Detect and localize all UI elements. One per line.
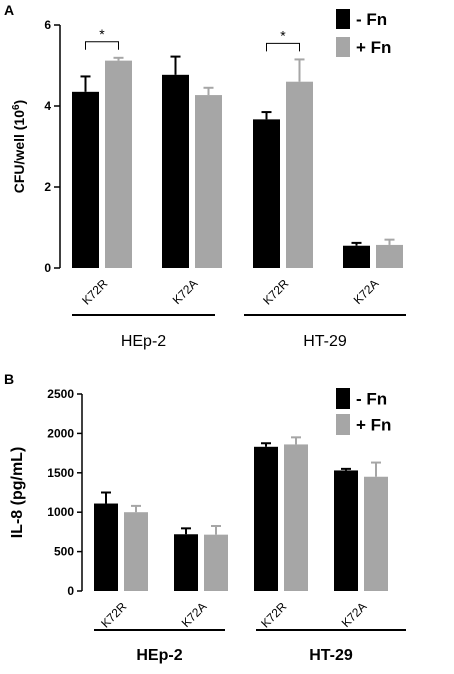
y-tick-label: 6 (44, 18, 51, 32)
bar (364, 476, 388, 591)
y-tick-label: 0 (67, 584, 74, 598)
panel-letter: B (4, 371, 14, 387)
category-label: K72R (79, 276, 110, 307)
legend-swatch (336, 37, 350, 57)
legend-swatch (336, 9, 350, 29)
legend-label: + Fn (356, 416, 391, 435)
y-tick-label: 2500 (47, 387, 74, 401)
category-label: K72A (339, 599, 370, 630)
bar (343, 245, 370, 268)
legend-label: - Fn (356, 390, 387, 409)
y-tick-label: 1000 (47, 505, 74, 519)
significance-star: * (99, 26, 105, 42)
significance-star: * (280, 27, 286, 43)
bar (334, 470, 358, 591)
significance-bracket (266, 42, 300, 52)
panel-b: B 0 500 1000 1500 2000 2500 IL-8 (pg/mL) K72R K72… (4, 371, 406, 664)
legend-swatch (336, 388, 350, 409)
bar (105, 60, 132, 268)
y-axis-label-text: IL-8 (pg/mL) (9, 447, 26, 539)
y-axis-label: CFU/well (106) (11, 100, 27, 193)
bar (72, 91, 99, 268)
bar (195, 95, 222, 268)
y-tick-label: 1500 (47, 466, 74, 480)
category-label: K72A (170, 276, 201, 307)
bar (253, 119, 280, 269)
category-label: K72R (98, 599, 129, 630)
group-label: HT-29 (303, 333, 347, 350)
bar (286, 81, 313, 268)
bar (162, 74, 189, 268)
y-tick-label: 0 (44, 261, 51, 275)
bar (124, 512, 148, 591)
group-label: HEp-2 (121, 333, 166, 350)
panel-letter: A (4, 2, 14, 18)
y-axis-label-superscript: 6 (11, 104, 22, 110)
legend-label: - Fn (356, 10, 387, 29)
y-tick-label: 4 (44, 99, 51, 113)
legend-label: + Fn (356, 38, 391, 57)
y-axis-label-close: ) (11, 100, 27, 105)
y-tick-label: 500 (54, 545, 74, 559)
significance-bracket (85, 41, 119, 50)
bar (376, 244, 403, 268)
group-label: HEp-2 (136, 647, 182, 664)
bar (94, 503, 118, 591)
bar (254, 446, 278, 591)
group-label: HT-29 (309, 647, 353, 664)
bar (284, 444, 308, 591)
bar (204, 534, 228, 591)
y-axis-label-text: CFU/well (10 (11, 110, 27, 193)
y-tick-label: 2 (44, 180, 51, 194)
category-label: K72A (351, 276, 382, 307)
legend-swatch (336, 414, 350, 435)
category-label: K72R (258, 599, 289, 630)
y-axis-label: IL-8 (pg/mL) (9, 447, 26, 539)
y-tick-label: 2000 (47, 426, 74, 440)
category-label: K72R (260, 276, 291, 307)
category-label: K72A (179, 599, 210, 630)
bar (174, 534, 198, 591)
